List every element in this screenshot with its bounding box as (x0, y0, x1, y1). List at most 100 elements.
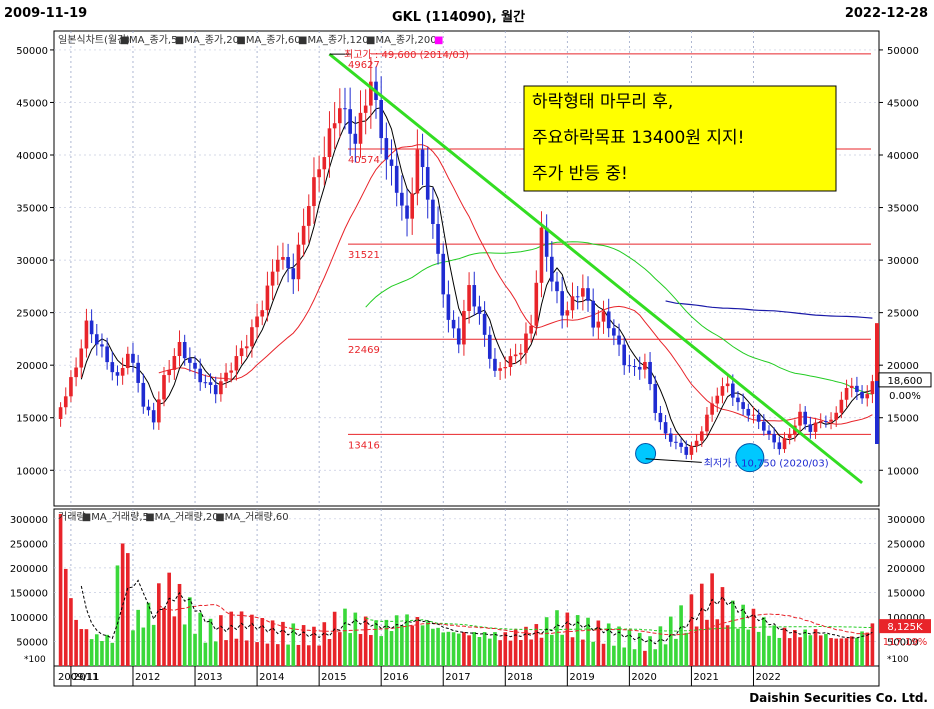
volume-bar (456, 633, 461, 666)
price-ytick-label-right: 40000 (887, 151, 919, 162)
volume-ytick-label-right: 150000 (887, 588, 925, 599)
chart-title: GKL (114090), 월간 (392, 10, 526, 25)
candle-body (689, 445, 694, 455)
volume-bar (250, 614, 254, 666)
candle-body (120, 368, 125, 376)
downtrend-line (328, 52, 864, 485)
volume-bar (668, 616, 673, 666)
volume-bar (255, 642, 259, 666)
price-legend-item: ■MA_종가,60 (236, 34, 300, 46)
volume-bar (410, 625, 415, 666)
volume-bar (612, 645, 616, 666)
x-tick-label: 2014 (259, 672, 284, 683)
candle-body (296, 244, 301, 280)
volume-bar (855, 637, 859, 666)
volume-bar (281, 621, 285, 666)
candle-body (389, 159, 394, 166)
volume-bar (332, 611, 337, 666)
candle-body (818, 420, 823, 423)
volume-bar (824, 633, 828, 666)
candle-body (756, 414, 761, 422)
candle-body (482, 313, 487, 335)
volume-bar (720, 587, 725, 666)
volume-bar (405, 614, 409, 666)
volume-ytick-label-left: 50000 (16, 637, 48, 648)
candle-body (787, 434, 792, 439)
candle-body (865, 394, 870, 399)
volume-bar (167, 572, 171, 666)
candle-body (255, 316, 259, 328)
candle-body (648, 361, 652, 385)
candle-body (312, 177, 316, 207)
volume-bar (793, 630, 797, 666)
candle-body (136, 362, 140, 383)
volume-bar (63, 568, 68, 666)
volume-legend-item: 거래량 (58, 511, 86, 523)
volume-bar (591, 641, 595, 666)
volume-bar (679, 605, 683, 666)
candle-body (327, 128, 332, 158)
candle-body (193, 362, 197, 369)
candle-body (275, 259, 280, 272)
price-ytick-label-right: 20000 (887, 361, 919, 372)
current-change: 0.00% (889, 391, 921, 402)
volume-bar (865, 632, 870, 666)
candle-body (694, 440, 699, 446)
volume-bar (653, 649, 658, 666)
volume-bar (518, 640, 523, 666)
level-label: 31521 (348, 250, 380, 261)
volume-bar (694, 626, 699, 666)
candle-body (782, 438, 787, 450)
low-marker (645, 458, 702, 463)
candle-body (529, 325, 533, 334)
candle-body (539, 227, 544, 283)
volume-bar (699, 583, 704, 666)
start-date: 2009-11-19 (4, 6, 88, 21)
volume-ytick-label-right: 200000 (887, 564, 925, 575)
candle-body (544, 227, 549, 257)
volume-bar (157, 583, 161, 666)
candle-body (477, 306, 482, 314)
volume-bar (84, 629, 89, 666)
candle-body (198, 368, 203, 383)
volume-bar (239, 611, 244, 666)
candle-body (250, 327, 254, 347)
volume-bar (487, 638, 492, 666)
price-legend-item: 일본식차트(월간) (58, 34, 130, 46)
candle-body (493, 358, 497, 371)
volume-bar (89, 639, 94, 666)
level-label: 22469 (348, 345, 380, 356)
volume-bar (400, 625, 404, 666)
price-ytick-label-right: 30000 (887, 256, 919, 267)
candle-body (834, 412, 839, 420)
volume-bar (374, 620, 378, 666)
volume-bar (379, 636, 383, 666)
candle-body (436, 223, 440, 254)
volume-bar (162, 607, 166, 666)
volume-bar (105, 634, 109, 666)
candle-body (322, 157, 327, 170)
volume-bar (363, 616, 368, 666)
price-ytick-label-left: 50000 (16, 46, 48, 57)
candle-body (146, 406, 151, 411)
volume-unit-right: *100 (887, 655, 909, 665)
volume-bar (648, 636, 652, 666)
candle-body (441, 253, 446, 295)
price-ytick-label-right: 10000 (887, 466, 919, 477)
candle-body (167, 369, 171, 376)
volume-bar (539, 637, 544, 666)
candle-body (824, 420, 828, 422)
volume-bar (172, 616, 177, 666)
volume-bar (637, 632, 642, 666)
volume-bar (275, 644, 280, 666)
volume-bar (425, 621, 430, 666)
candle-body (157, 399, 161, 423)
candle-body (265, 285, 270, 311)
volume-bar (188, 597, 192, 666)
candle-body (332, 123, 337, 129)
volume-bar (322, 622, 327, 666)
volume-bar (715, 619, 720, 666)
candle-body (203, 382, 208, 384)
candle-body (394, 165, 399, 193)
candle-body (751, 414, 756, 416)
